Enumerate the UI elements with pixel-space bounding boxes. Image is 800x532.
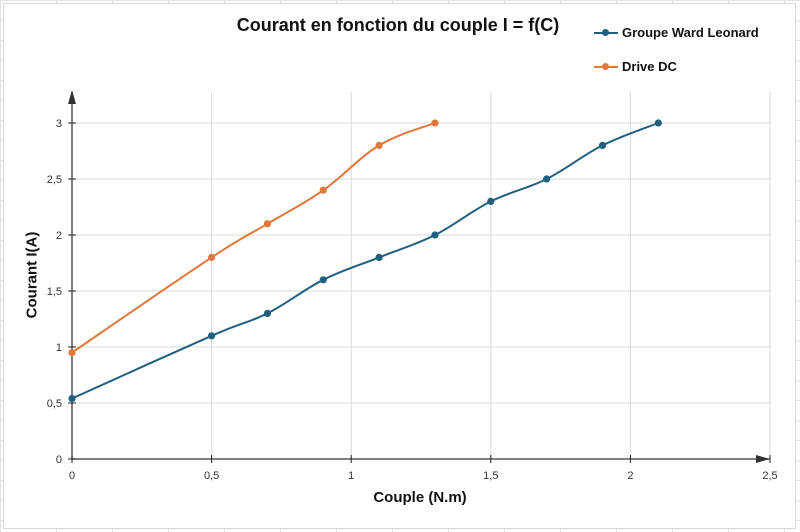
y-tick-label: 2 — [56, 230, 62, 242]
x-tick-label: 1,5 — [483, 470, 498, 482]
data-point[interactable] — [263, 220, 272, 228]
data-point[interactable] — [375, 141, 383, 149]
y-tick-label: 3 — [56, 118, 62, 130]
x-tick-label: 0,5 — [204, 470, 219, 482]
y-axis-arrow-icon — [68, 90, 76, 104]
data-point[interactable] — [319, 276, 327, 284]
data-point[interactable] — [487, 197, 495, 205]
y-tick-label: 1 — [56, 342, 62, 354]
x-axis-arrow-icon — [756, 455, 770, 463]
data-point[interactable] — [68, 349, 76, 357]
data-point[interactable] — [375, 253, 383, 261]
legend-item-ward-leonard[interactable]: Groupe Ward Leonard — [594, 24, 759, 41]
chart-title: Courant en fonction du couple I = f(C) — [236, 15, 560, 35]
x-tick-label: 1 — [348, 470, 354, 482]
data-point[interactable] — [319, 186, 327, 194]
legend-marker-icon — [594, 28, 618, 38]
x-tick-label: 0 — [69, 470, 75, 482]
data-point[interactable] — [543, 175, 551, 183]
data-point[interactable] — [208, 332, 216, 340]
y-tick-label: 0 — [56, 454, 62, 466]
x-tick-label: 2 — [627, 470, 633, 482]
y-tick-label: 2,5 — [47, 174, 62, 186]
series-line-1[interactable] — [71, 122, 436, 354]
legend-label: Groupe Ward Leonard — [622, 25, 759, 40]
data-point[interactable] — [68, 394, 76, 403]
x-tick-label: 2,5 — [762, 470, 777, 482]
chart-area[interactable] — [3, 3, 796, 529]
legend[interactable]: Groupe Ward Leonard Drive DC — [594, 24, 759, 92]
legend-marker-icon — [594, 62, 618, 72]
y-axis-title: Courant I(A) — [23, 231, 41, 319]
data-point[interactable] — [598, 141, 607, 149]
series-line-0[interactable] — [71, 122, 659, 400]
data-point[interactable] — [654, 119, 662, 127]
legend-label: Drive DC — [622, 59, 677, 74]
y-tick-label: 0,5 — [47, 398, 62, 410]
data-point[interactable] — [208, 253, 216, 261]
x-axis-title: Couple (N.m) — [373, 489, 467, 506]
legend-item-drive-dc[interactable]: Drive DC — [594, 58, 759, 75]
data-point[interactable] — [431, 231, 439, 239]
data-point[interactable] — [263, 309, 272, 317]
y-tick-label: 1,5 — [47, 286, 62, 298]
data-point[interactable] — [431, 119, 439, 127]
